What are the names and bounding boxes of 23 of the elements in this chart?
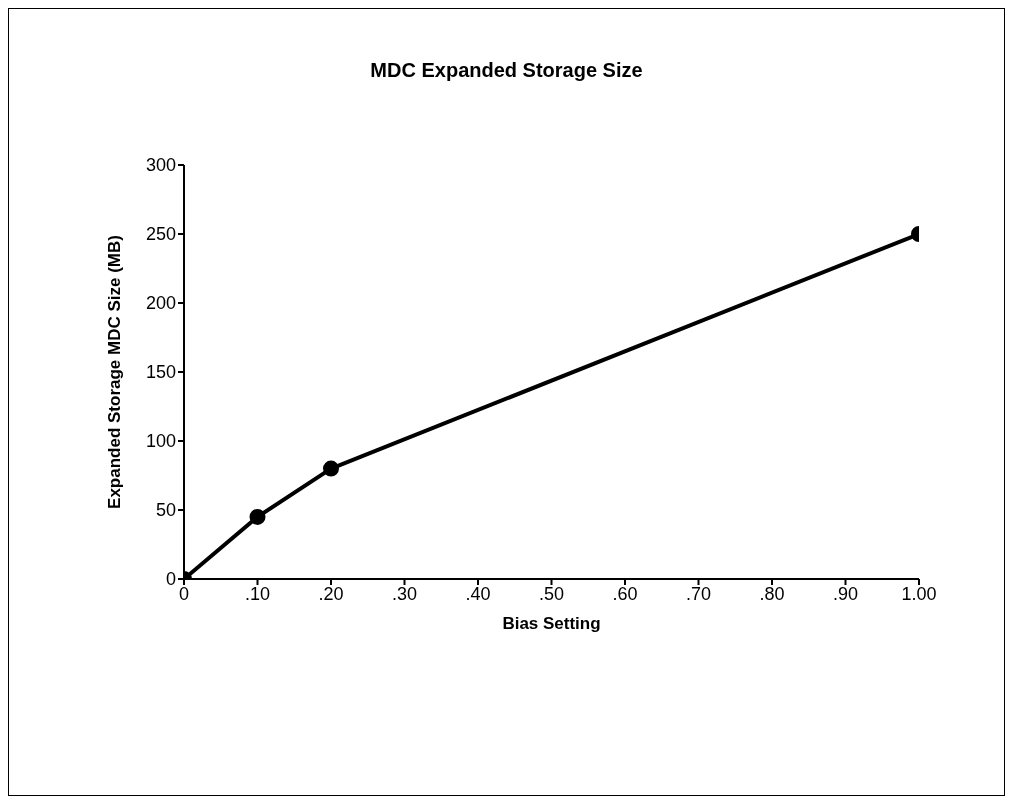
- y-tick-label: 0: [165, 569, 176, 590]
- x-tick-label: .90: [832, 583, 859, 604]
- chart-title: MDC Expanded Storage Size: [369, 59, 644, 82]
- y-tick-label: 50: [155, 500, 176, 521]
- x-tick-label: .20: [318, 583, 344, 604]
- x-tick-label: .60: [612, 583, 638, 604]
- x-tick-label: .70: [685, 583, 712, 604]
- x-tick-label: 0: [178, 583, 190, 604]
- y-tick-label: 100: [145, 431, 176, 452]
- x-tick-label: .40: [465, 583, 491, 604]
- x-tick-label: 1.00: [901, 583, 937, 604]
- x-tick-label: .50: [538, 583, 565, 604]
- x-tick-label: .80: [759, 583, 785, 604]
- y-tick-label: 300: [145, 155, 176, 176]
- y-tick-label: 200: [145, 293, 176, 314]
- y-axis-title: Expanded Storage MDC Size (MB): [105, 235, 125, 509]
- y-tick-label: 250: [145, 224, 176, 245]
- point: [323, 460, 339, 477]
- point: [249, 508, 266, 525]
- x-axis-title: Bias Setting: [502, 614, 601, 633]
- y-tick-label: 150: [145, 362, 176, 383]
- x-tick-label: .10: [244, 583, 271, 604]
- x-tick-label: .30: [391, 583, 418, 604]
